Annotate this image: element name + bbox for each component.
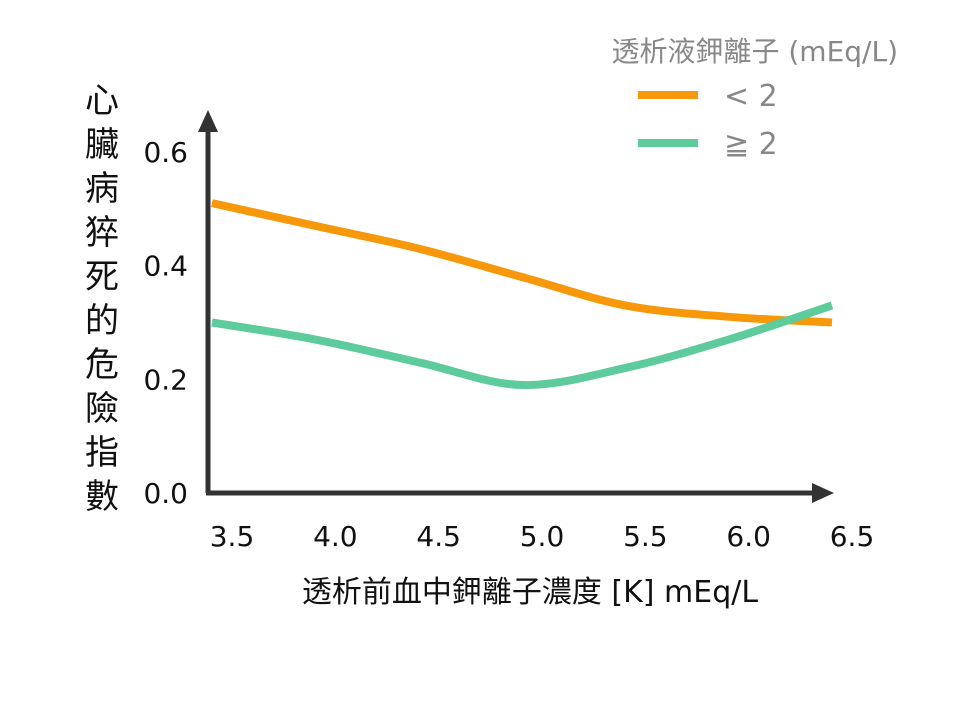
y-axis-label-char: 死 [85, 257, 119, 297]
x-tick-label: 5.0 [520, 520, 565, 553]
x-tick-labels: 3.5 4.0 4.5 5.0 5.5 6.0 6.5 [210, 520, 875, 553]
series-line-1 [211, 199, 833, 327]
legend: < 2≧ 2 [638, 79, 778, 162]
x-tick-label: 3.5 [210, 520, 255, 553]
y-tick-label: 0.0 [143, 477, 188, 510]
y-tick-label: 0.4 [143, 250, 188, 283]
x-tick-label: 6.0 [726, 520, 771, 553]
y-axis-arrow-icon [198, 110, 218, 132]
y-axis-label-char: 病 [85, 169, 119, 209]
legend-title: 透析液鉀離子 (mEq/L) [611, 35, 898, 68]
x-tick-label: 4.0 [313, 520, 358, 553]
series-lines [211, 199, 834, 390]
y-tick-label: 0.2 [143, 363, 188, 396]
x-axis-label: 透析前血中鉀離子濃度 [K] mEq/L [302, 575, 758, 610]
y-axis-label-char: 險 [85, 389, 119, 429]
series-line-2 [211, 301, 834, 390]
y-axis-label-char: 指 [85, 433, 119, 473]
y-tick-labels: 0.0 0.2 0.4 0.6 [143, 136, 188, 510]
y-axis-label-char: 的 [85, 301, 119, 341]
legend-label-2: ≧ 2 [724, 127, 778, 162]
x-tick-label: 6.5 [830, 520, 875, 553]
y-axis-label-char: 危 [85, 345, 119, 385]
y-tick-label: 0.6 [143, 136, 188, 169]
y-axis-label-char: 臟 [85, 125, 119, 165]
x-tick-label: 4.5 [416, 520, 461, 553]
legend-label-1: < 2 [724, 79, 778, 114]
y-axis-label-char: 猝 [85, 213, 119, 253]
x-tick-label: 5.5 [623, 520, 668, 553]
x-axis-arrow-icon [812, 483, 834, 503]
y-axis-label-char: 數 [85, 477, 119, 517]
y-axis-label-char: 心 [85, 81, 119, 121]
